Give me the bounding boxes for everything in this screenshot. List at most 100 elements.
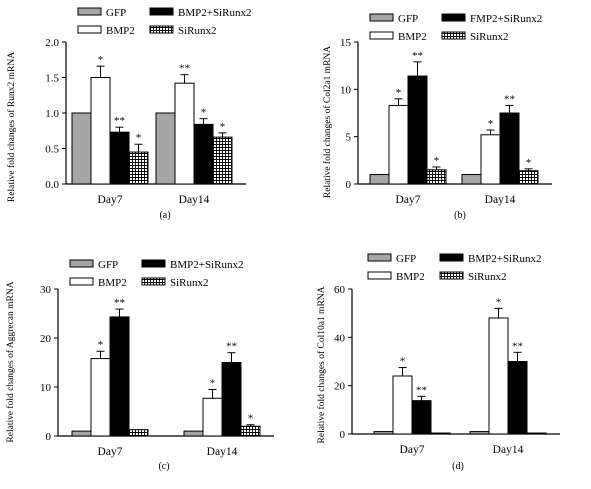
y-tick-label: 0 [340, 429, 346, 441]
legend-label: SiRunx2 [178, 25, 217, 37]
significance-mark: * [496, 296, 502, 308]
bar-bmp2-sirunx2-day14 [507, 361, 528, 435]
legend-swatch [367, 253, 392, 262]
significance-mark: * [248, 413, 254, 425]
legend-label: SiRunx2 [170, 277, 209, 289]
bar-sirunx2-day7 [128, 151, 149, 185]
significance-mark: * [136, 132, 142, 144]
bar-bmp2-sirunx2-day7 [109, 131, 130, 185]
legend-swatch [369, 31, 394, 40]
bar-gfp-day14 [155, 112, 176, 185]
x-tick-label: Day14 [485, 194, 516, 206]
legend-swatch [141, 259, 166, 268]
y-axis-label: Relative fold changes of Aggrecan mRNA [5, 281, 16, 442]
significance-mark: ** [179, 63, 190, 75]
bar-bmp2-day14 [488, 317, 509, 435]
bar-gfp-day14 [461, 174, 482, 185]
bar-bmp2-day7 [90, 358, 111, 437]
bar-fmp2-sirunx2-day14 [499, 112, 520, 185]
panel-label: (c) [158, 461, 169, 472]
legend-label: SiRunx2 [468, 271, 507, 283]
significance-mark: ** [114, 297, 125, 309]
significance-mark: * [98, 339, 104, 351]
legend-label: BMP2 [106, 25, 135, 37]
significance-mark: ** [114, 115, 125, 127]
x-tick-label: Day14 [207, 446, 238, 458]
legend-label: GFP [396, 253, 416, 265]
significance-mark: ** [226, 341, 237, 353]
legend-swatch [141, 277, 166, 286]
y-tick-label: 1.5 [45, 73, 59, 85]
bar-sirunx2-day14 [518, 170, 539, 185]
y-tick-label: 10 [40, 382, 52, 394]
bar-bmp2-day7 [392, 375, 413, 435]
bar-gfp-day7 [373, 431, 394, 435]
bar-bmp2-sirunx2-day7 [109, 316, 130, 437]
panel-label: (a) [159, 210, 170, 221]
bar-gfp-day14 [183, 430, 204, 437]
bar-gfp-day7 [71, 112, 92, 185]
y-axis-label: Relative fold changes of Col10a1 mRNA [316, 286, 327, 443]
legend-label: SiRunx2 [470, 31, 509, 43]
legend-label: BMP2+SiRunx2 [178, 7, 251, 19]
bar-bmp2-sirunx2-day14 [221, 362, 242, 437]
legend-swatch [367, 271, 392, 280]
bar-bmp2-day7 [388, 104, 409, 185]
significance-mark: ** [416, 384, 427, 396]
bar-bmp2-day14 [480, 134, 501, 185]
x-tick-label: Day7 [98, 194, 123, 206]
y-tick-label: 0.5 [45, 144, 59, 156]
significance-mark: * [526, 157, 532, 169]
bar-gfp-day7 [369, 174, 390, 185]
x-tick-label: Day14 [493, 444, 524, 456]
bar-gfp-day7 [71, 430, 92, 437]
y-tick-label: 40 [334, 332, 346, 344]
bar-fmp2-sirunx2-day7 [407, 75, 428, 185]
y-tick-label: 0.0 [45, 179, 59, 191]
legend-swatch [149, 25, 174, 34]
bar-bmp2-day14 [202, 397, 223, 437]
legend-swatch [369, 13, 394, 22]
x-tick-label: Day7 [98, 446, 123, 458]
y-tick-label: 15 [340, 37, 352, 49]
bar-gfp-day14 [469, 431, 490, 435]
legend-swatch [149, 7, 174, 16]
chart-panel-1: 0.0 0.5 1.0 1.5 2.0 Relative fold changes of … [6, 7, 251, 221]
y-axis-label: Relative fold changes of Runx2 mRNA [6, 52, 17, 202]
bar-bmp2-sirunx2-day7 [411, 400, 432, 435]
legend-swatch [77, 7, 102, 16]
y-tick-label: 1.0 [45, 108, 59, 120]
significance-mark: ** [412, 50, 423, 62]
x-tick-label: Day7 [400, 444, 425, 456]
bar-bmp2-day14 [174, 82, 195, 185]
y-tick-label: 0 [46, 431, 52, 443]
significance-mark: ** [512, 340, 523, 352]
x-tick-label: Day14 [179, 194, 210, 206]
legend-label: BMP2 [396, 271, 425, 283]
legend-label: BMP2+SiRunx2 [468, 253, 541, 265]
bar-sirunx2-day7 [426, 169, 447, 185]
legend-label: BMP2 [98, 277, 127, 289]
significance-mark: * [98, 54, 104, 66]
bar-sirunx2-day14 [212, 136, 233, 185]
significance-mark: * [210, 377, 216, 389]
legend-swatch [441, 13, 466, 22]
panel-label: (b) [454, 210, 466, 221]
legend-label: GFP [398, 13, 418, 25]
legend-swatch [439, 271, 464, 280]
legend-label: GFP [98, 259, 118, 271]
bar-sirunx2-day7 [128, 429, 149, 437]
significance-mark: * [434, 155, 440, 167]
x-tick-label: Day7 [396, 194, 421, 206]
significance-mark: * [400, 356, 406, 368]
legend-label: GFP [106, 7, 126, 19]
legend-label: FMP2+SiRunx2 [470, 13, 542, 25]
y-axis-label: Relative fold changes of Col2a1 mRNA [322, 46, 333, 198]
significance-mark: * [396, 87, 402, 99]
chart-panel-2: 0 5 10 15 Relative fold changes of Col2a1 mR… [322, 13, 552, 221]
y-tick-label: 30 [40, 284, 52, 296]
panel-label: (d) [452, 461, 464, 472]
bar-bmp2-sirunx2-day14 [193, 123, 214, 185]
y-tick-label: 5 [346, 132, 352, 144]
